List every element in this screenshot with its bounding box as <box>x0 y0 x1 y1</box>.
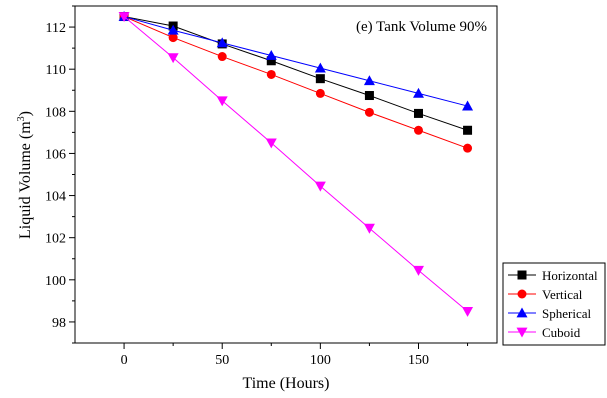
data-point-vertical <box>315 88 325 98</box>
y-tick-label: 98 <box>52 316 66 331</box>
legend-swatch-marker <box>516 307 528 318</box>
data-point-horizontal <box>364 91 374 101</box>
data-point-spherical <box>167 24 179 35</box>
data-point-cuboid <box>118 12 130 23</box>
data-point-cuboid <box>462 307 474 317</box>
data-point-spherical <box>363 75 375 86</box>
y-tick-label: 110 <box>46 63 66 78</box>
legend: Horizontal Vertical Spherical Cuboid <box>502 262 606 346</box>
series-line-horizontal <box>123 16 468 131</box>
data-point-horizontal <box>315 74 325 84</box>
data-point-spherical <box>216 37 228 48</box>
legend-label: Vertical <box>542 287 583 302</box>
y-tick-label: 112 <box>46 21 66 36</box>
x-tick-label: 50 <box>215 353 229 368</box>
series-line-vertical <box>123 16 468 149</box>
series-cuboid <box>118 12 474 317</box>
x-tick-label: 0 <box>121 353 128 368</box>
x-tick-label: 100 <box>310 353 331 368</box>
legend-label: Spherical <box>542 306 591 321</box>
y-tick-label: 108 <box>45 105 66 120</box>
data-point-spherical <box>265 49 277 60</box>
data-point-spherical <box>314 62 326 73</box>
legend-swatch-marker <box>517 270 527 280</box>
legend-label: Horizontal <box>542 268 598 283</box>
data-point-cuboid <box>167 53 179 64</box>
x-tick-label: 150 <box>408 353 429 368</box>
data-point-horizontal <box>413 108 423 118</box>
data-point-vertical <box>266 69 276 79</box>
y-tick-label: 100 <box>45 274 66 289</box>
legend-item-spherical: Spherical <box>508 306 591 321</box>
data-point-cuboid <box>265 138 277 149</box>
series-line-spherical <box>123 16 468 107</box>
data-point-cuboid <box>412 265 424 276</box>
plot-frame <box>74 5 498 344</box>
series-layer <box>118 11 474 317</box>
y-axis-label: Liquid Volume (m3) <box>16 111 34 239</box>
y-tick-label: 104 <box>45 190 66 205</box>
x-axis-label: Time (Hours) <box>243 375 330 392</box>
legend-item-horizontal: Horizontal <box>508 268 598 283</box>
axis-tick-labels: 0 50 100 150 98 100 102 104 106 108 110 112 <box>45 21 429 368</box>
y-axis-label-main: Liquid Volume (m <box>17 121 34 239</box>
legend-label: Cuboid <box>542 325 581 340</box>
legend-item-vertical: Vertical <box>508 287 583 302</box>
data-point-vertical <box>168 33 178 43</box>
y-axis-label-close: ) <box>17 111 34 116</box>
data-point-cuboid <box>363 223 375 234</box>
data-point-spherical <box>412 87 424 98</box>
data-point-vertical <box>413 125 423 135</box>
data-point-horizontal <box>463 125 473 135</box>
y-tick-label: 102 <box>45 232 66 247</box>
y-tick-label: 106 <box>45 147 66 162</box>
axis-ticks <box>69 5 469 349</box>
data-point-vertical <box>364 107 374 117</box>
legend-swatch-marker <box>517 289 527 299</box>
legend-item-cuboid: Cuboid <box>508 325 581 340</box>
data-point-vertical <box>217 52 227 62</box>
data-point-horizontal <box>266 56 276 66</box>
data-point-cuboid <box>314 181 326 192</box>
legend-items: Horizontal Vertical Spherical Cuboid <box>508 268 598 340</box>
series-line-cuboid <box>123 16 468 312</box>
data-point-cuboid <box>216 96 228 107</box>
y-axis-label-superscript: 3 <box>16 116 27 121</box>
legend-swatch-marker <box>516 327 528 338</box>
data-point-vertical <box>463 143 473 153</box>
chart-annotation: (e) Tank Volume 90% <box>356 19 487 35</box>
data-point-spherical <box>462 100 474 111</box>
